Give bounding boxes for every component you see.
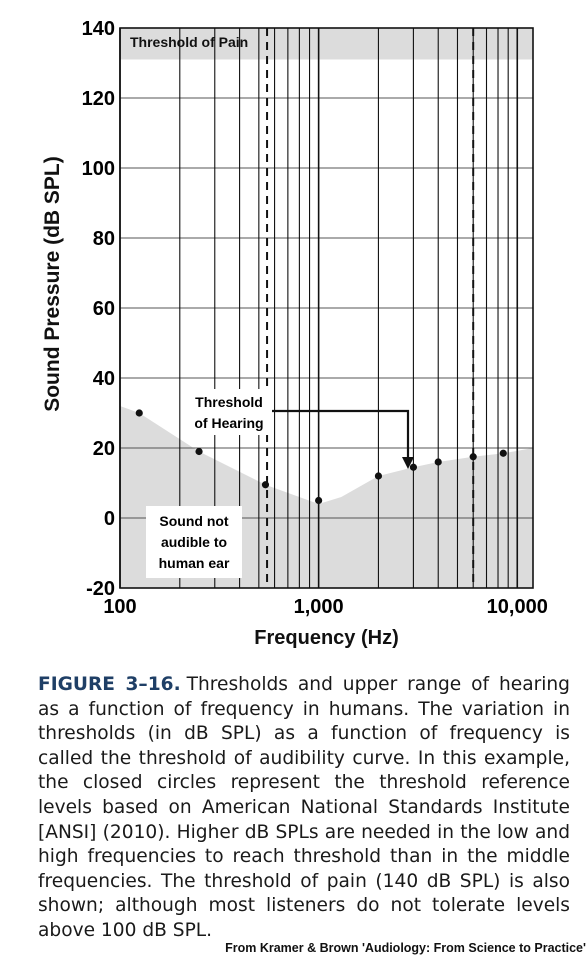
inaudible-label-bg bbox=[146, 506, 242, 578]
x-tick-label: 1,000 bbox=[294, 596, 344, 618]
threshold-point bbox=[135, 409, 143, 417]
threshold-point bbox=[409, 463, 418, 471]
inaudible-label-line3: human ear bbox=[159, 555, 230, 571]
y-tick-label: 60 bbox=[93, 298, 115, 320]
hearing-label-line2: of Hearing bbox=[194, 415, 263, 431]
hearing-label-bg bbox=[186, 389, 272, 435]
y-tick-label: 20 bbox=[93, 438, 115, 460]
hearing-arrow-line bbox=[272, 409, 410, 458]
threshold-point bbox=[499, 449, 507, 457]
source-credit: From Kramer & Brown 'Audiology: From Sci… bbox=[225, 941, 586, 955]
figure-caption: FIGURE 3–16. Thresholds and upper range o… bbox=[38, 673, 570, 944]
hearing-label-line1: Threshold bbox=[195, 394, 263, 410]
y-tick-label: -20 bbox=[86, 578, 115, 600]
caption-text: Thresholds and upper range of hearing as… bbox=[38, 674, 570, 941]
y-tick-label: 80 bbox=[93, 228, 115, 250]
inaudible-label-line1: Sound not bbox=[159, 513, 229, 529]
y-tick-label: 140 bbox=[82, 18, 115, 40]
x-tick-label: 10,000 bbox=[487, 596, 548, 618]
inaudible-label-line2: audible to bbox=[161, 534, 227, 550]
plot-frame bbox=[119, 27, 534, 589]
x-axis-title: Frequency (Hz) bbox=[254, 627, 399, 649]
y-tick-label: 0 bbox=[104, 508, 115, 530]
y-tick-label: 120 bbox=[82, 88, 115, 110]
y-tick-label: 40 bbox=[93, 368, 115, 390]
y-axis-title: Sound Pressure (dB SPL) bbox=[41, 156, 64, 412]
y-tick-label: 100 bbox=[82, 158, 115, 180]
threshold-point bbox=[195, 447, 203, 456]
threshold-point bbox=[315, 496, 323, 505]
threshold-point bbox=[469, 453, 477, 461]
threshold-point bbox=[261, 481, 270, 489]
hearing-arrow-head bbox=[402, 457, 414, 469]
x-tick-label: 100 bbox=[103, 596, 136, 618]
pain-band bbox=[120, 28, 533, 60]
threshold-point bbox=[374, 472, 383, 480]
threshold-point bbox=[434, 458, 442, 466]
figure-label: FIGURE 3–16. bbox=[38, 674, 181, 695]
pain-label: Threshold of Pain bbox=[130, 34, 248, 50]
